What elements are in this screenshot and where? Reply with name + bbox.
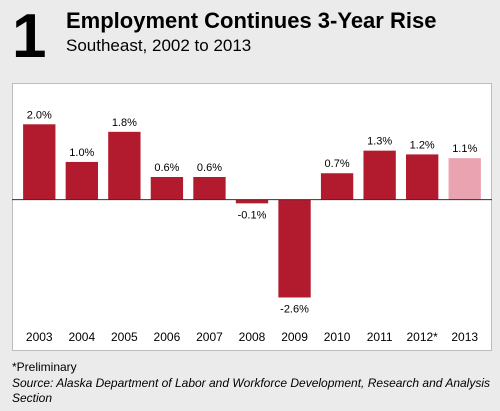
x-tick-label-2011: 2011 bbox=[367, 330, 393, 344]
x-tick-label-2010: 2010 bbox=[324, 330, 351, 344]
bar-2008 bbox=[235, 199, 269, 204]
data-label-2013: 1.1% bbox=[452, 143, 477, 155]
chart-title: Employment Continues 3-Year Rise bbox=[66, 8, 437, 33]
x-tick-label-2007: 2007 bbox=[196, 330, 223, 344]
data-label-2006: 0.6% bbox=[154, 162, 179, 174]
bar-2005 bbox=[108, 131, 141, 200]
chart-subtitle: Southeast, 2002 to 2013 bbox=[66, 36, 252, 55]
bar-2011 bbox=[363, 150, 396, 200]
bar-chart: 2.0% 2003 1.0% 2004 1.8% 2005 0.6% 2006 0.6% 2007… bbox=[12, 109, 492, 344]
bar-2004 bbox=[65, 161, 98, 200]
bar-2007 bbox=[193, 177, 226, 200]
x-tick-label-2012: 2012* bbox=[406, 330, 438, 344]
chart-panel bbox=[12, 83, 492, 351]
figure-number: 1 bbox=[12, 2, 47, 71]
x-tick-label-2008: 2008 bbox=[239, 330, 266, 344]
data-label-2003: 2.0% bbox=[27, 109, 52, 121]
x-tick-label-2005: 2005 bbox=[111, 330, 138, 344]
x-tick-label-2009: 2009 bbox=[281, 330, 308, 344]
x-tick-label-2004: 2004 bbox=[68, 330, 95, 344]
data-label-2010: 0.7% bbox=[325, 158, 350, 170]
bar-2013 bbox=[448, 158, 481, 200]
x-tick-label-2006: 2006 bbox=[154, 330, 181, 344]
bar-2010 bbox=[320, 173, 354, 200]
data-label-2005: 1.8% bbox=[112, 117, 137, 129]
footnote-preliminary: *Preliminary bbox=[12, 360, 77, 374]
x-tick-label-2003: 2003 bbox=[26, 330, 53, 344]
bar-2006 bbox=[150, 177, 184, 200]
data-label-2004: 1.0% bbox=[69, 147, 94, 159]
data-label-2009: -2.6% bbox=[280, 303, 309, 315]
data-label-2008: -0.1% bbox=[238, 209, 267, 221]
data-label-2007: 0.6% bbox=[197, 162, 222, 174]
bar-2009 bbox=[278, 199, 311, 298]
bar-2012 bbox=[406, 154, 439, 200]
data-label-2012: 1.2% bbox=[410, 139, 435, 151]
x-tick-label-2013: 2013 bbox=[451, 330, 478, 344]
source-note: Source: Alaska Department of Labor and W… bbox=[12, 376, 491, 405]
data-label-2011: 1.3% bbox=[367, 136, 392, 148]
bar-2003 bbox=[23, 124, 56, 200]
